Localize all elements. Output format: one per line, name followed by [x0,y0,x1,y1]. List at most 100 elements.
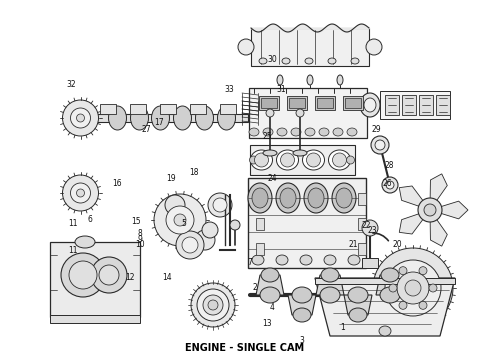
Text: 17: 17 [154,118,164,127]
Text: 9: 9 [137,235,142,244]
Ellipse shape [360,93,380,117]
Ellipse shape [293,308,311,322]
Bar [345,98,361,108]
Polygon shape [288,295,316,315]
Text: 33: 33 [224,85,234,94]
Bar [256,218,264,230]
Ellipse shape [419,267,427,275]
Text: 8: 8 [137,230,142,238]
Ellipse shape [280,188,296,208]
Polygon shape [344,295,372,315]
Ellipse shape [196,106,214,130]
Ellipse shape [276,150,298,170]
Ellipse shape [108,106,126,130]
Ellipse shape [238,39,254,55]
Ellipse shape [280,153,294,167]
Ellipse shape [266,109,274,117]
Ellipse shape [260,287,280,303]
Ellipse shape [328,150,350,170]
Ellipse shape [99,265,119,285]
Bar [385,95,399,115]
Ellipse shape [418,198,442,222]
Bar [50,315,140,323]
Ellipse shape [379,326,391,336]
Ellipse shape [291,128,301,136]
Bar [380,91,450,119]
Text: 16: 16 [112,179,122,188]
Ellipse shape [385,260,441,316]
Text: 21: 21 [348,240,358,249]
Ellipse shape [348,255,360,265]
Bar [358,218,366,230]
Ellipse shape [397,272,429,304]
Ellipse shape [282,58,290,64]
Ellipse shape [208,300,218,310]
Ellipse shape [337,75,343,85]
Text: 27: 27 [141,125,151,134]
Polygon shape [430,210,447,246]
Text: 26: 26 [382,179,392,188]
Ellipse shape [305,58,313,64]
Bar [315,96,335,110]
Bar [50,242,140,317]
Ellipse shape [76,114,84,122]
Bar [419,95,433,115]
Ellipse shape [69,261,97,289]
Ellipse shape [429,284,437,292]
Ellipse shape [419,301,427,309]
Ellipse shape [349,308,367,322]
Polygon shape [376,275,404,295]
Ellipse shape [304,183,328,213]
Bar [93,114,247,122]
Ellipse shape [263,150,277,156]
Ellipse shape [333,128,343,136]
Text: 25: 25 [262,132,272,141]
Bar [129,104,146,114]
Ellipse shape [399,301,407,309]
Ellipse shape [375,140,385,150]
Ellipse shape [250,150,272,170]
Ellipse shape [151,106,170,130]
Text: 3: 3 [299,336,304,345]
Ellipse shape [333,153,346,167]
Text: ENGINE - SINGLE CAM: ENGINE - SINGLE CAM [185,343,305,353]
Ellipse shape [182,237,198,253]
Ellipse shape [277,128,287,136]
Text: 11: 11 [68,219,77,228]
Bar [160,104,175,114]
Bar [220,104,236,114]
Text: 14: 14 [162,273,172,282]
Bar [436,95,450,115]
Bar [248,178,366,268]
Text: 1: 1 [341,323,345,332]
Polygon shape [430,174,447,210]
Ellipse shape [195,230,215,250]
Polygon shape [399,186,430,210]
Ellipse shape [380,287,400,303]
Ellipse shape [63,100,98,136]
Polygon shape [256,275,284,295]
Ellipse shape [173,106,192,130]
Ellipse shape [300,255,312,265]
Ellipse shape [166,206,194,234]
Bar [251,28,369,66]
Ellipse shape [213,198,227,212]
Bar [402,95,416,115]
Ellipse shape [248,183,272,213]
Text: 13: 13 [262,320,272,328]
Polygon shape [315,278,455,336]
Bar [190,104,205,114]
Ellipse shape [63,175,98,211]
Ellipse shape [208,193,232,217]
Bar [343,96,363,110]
Ellipse shape [399,267,407,275]
Ellipse shape [197,289,229,321]
Ellipse shape [302,150,324,170]
Ellipse shape [348,287,368,303]
Bar [315,278,455,284]
Ellipse shape [307,153,320,167]
Ellipse shape [381,268,399,282]
Text: 23: 23 [368,226,377,235]
Text: 28: 28 [385,161,394,170]
Ellipse shape [405,280,421,296]
